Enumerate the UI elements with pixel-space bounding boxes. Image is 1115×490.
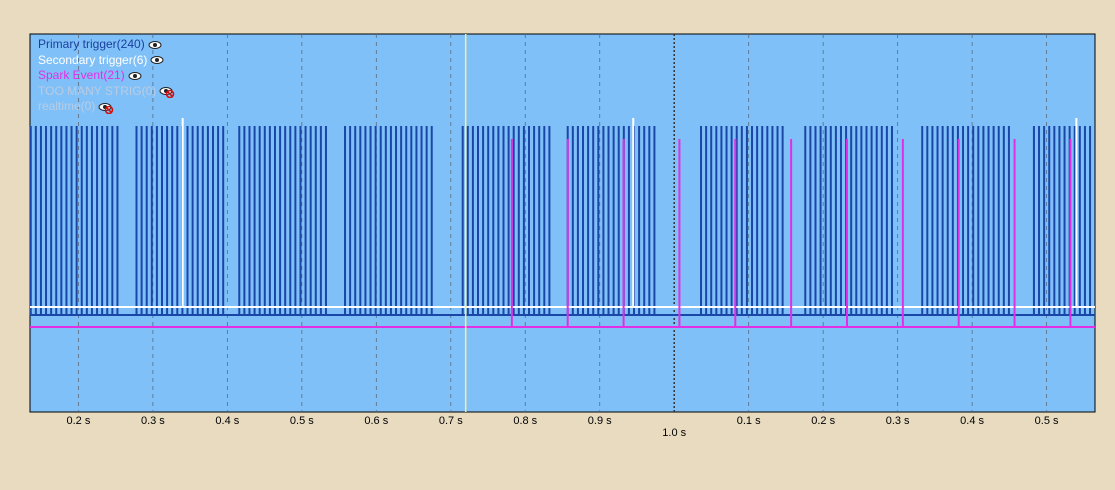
legend-label-secondary-trigger: Secondary trigger(6) — [38, 52, 148, 67]
x-tick-label: 0.2 s — [66, 415, 90, 427]
eye-icon[interactable] — [128, 71, 144, 81]
x-tick-label: 0.3 s — [141, 415, 165, 427]
eye-hidden-icon[interactable] — [98, 102, 114, 114]
plot-area — [29, 33, 1096, 413]
legend-item-spark-event[interactable]: Spark Event(21) — [38, 68, 175, 84]
legend-item-primary-trigger[interactable]: Primary trigger(240) — [38, 37, 175, 53]
legend-item-too-many-strig[interactable]: TOO MANY STRIG(0) — [38, 84, 175, 100]
x-tick-label: 0.4 s — [215, 415, 239, 427]
x-tick-label: 0.2 s — [811, 415, 835, 427]
x-tick-label: 0.9 s — [588, 415, 612, 427]
legend-label-primary-trigger: Primary trigger(240) — [38, 37, 145, 51]
x-tick-label: 0.3 s — [886, 415, 910, 427]
x-tick-label: 0.4 s — [960, 415, 984, 427]
x-tick-label: 0.5 s — [290, 415, 314, 427]
legend: Primary trigger(240) Secondary trigger(6… — [38, 37, 175, 115]
eye-hidden-icon[interactable] — [159, 86, 175, 99]
legend-item-realtime[interactable]: realtime(0) — [38, 99, 175, 115]
legend-label-spark-event: Spark Event(21) — [38, 68, 125, 82]
legend-item-secondary-trigger[interactable]: Secondary trigger(6) — [38, 53, 175, 69]
x-tick-label: 0.8 s — [513, 415, 537, 427]
x-tick-label: 0.5 s — [1035, 415, 1059, 427]
x-tick-label: 0.7 s — [439, 415, 463, 427]
eye-icon[interactable] — [148, 40, 164, 50]
eye-icon[interactable] — [150, 55, 166, 65]
x-tick-label: 1.0 s — [662, 427, 686, 439]
legend-label-too-many-strig: TOO MANY STRIG(0) — [38, 83, 157, 98]
x-tick-label: 0.6 s — [364, 415, 388, 427]
x-tick-label: 0.1 s — [737, 415, 761, 427]
legend-label-realtime: realtime(0) — [38, 99, 96, 113]
